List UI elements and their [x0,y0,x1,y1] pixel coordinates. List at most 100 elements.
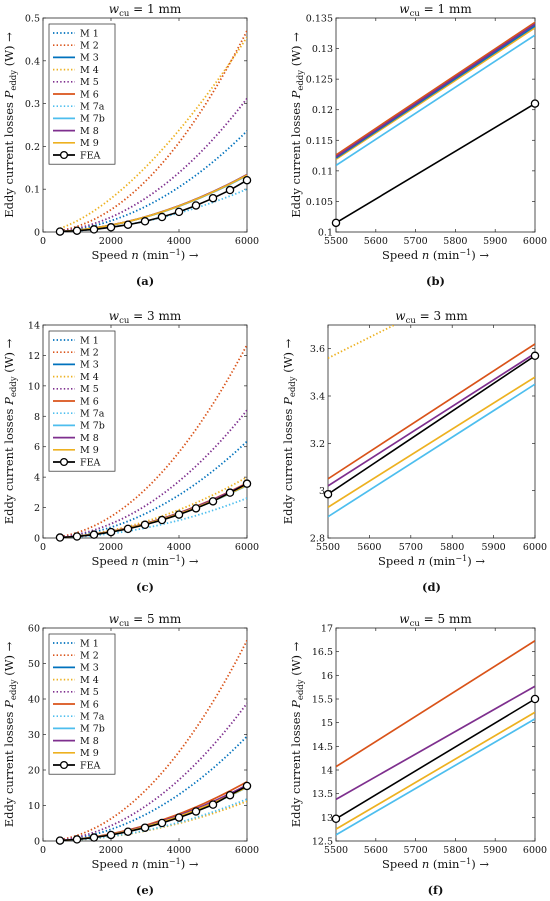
series-fea-marker [157,212,167,222]
legend-label: M 6 [80,699,99,710]
panel-caption: (e) [136,883,154,897]
y-tick-label: 3.2 [310,439,325,450]
series-m7b-line [336,718,535,836]
series-fea-marker [89,833,99,842]
legend-label: M 1 [80,335,99,346]
legend-label: M 8 [80,736,99,747]
x-tick-label: 5500 [324,236,348,247]
legend-label: M 3 [80,53,99,64]
y-tick-label: 0.4 [25,56,40,67]
legend-label: M 5 [80,77,99,88]
legend-label: M 8 [80,433,99,444]
series-m3-line [336,25,535,159]
x-tick-label: 5500 [316,542,340,553]
y-axis-label: Eddy current losses Peddy (W) → [289,32,306,218]
series-m1-line [59,440,247,538]
x-tick-label: 5900 [483,236,507,247]
series-fea-marker [225,185,235,195]
series-fea-marker [225,790,235,800]
legend-marker [59,457,69,467]
x-tick-label: 5800 [443,845,467,856]
legend-label: M 6 [80,89,99,100]
y-tick-label: 15.5 [312,695,333,706]
axes-box [335,627,536,842]
x-tick-label: 5600 [364,236,388,247]
series-m1-line [59,130,247,232]
series-fea-marker [106,527,116,537]
y-tick-label: 0.125 [306,75,333,86]
series-m8-line [336,685,535,801]
series-fea-marker [174,510,184,519]
legend-label: M 4 [80,65,99,76]
series-fea-marker [331,814,341,824]
x-tick-label: 0 [40,236,46,247]
y-tick-label: 10 [28,381,40,392]
svg-text:Eddy current losses Peddy (W): Eddy current losses Peddy (W) → [289,32,306,218]
legend-marker [59,150,69,160]
x-tick-label: 5800 [443,236,467,247]
legend-label: M 8 [80,126,99,137]
series-fea-marker [225,488,235,497]
legend-label: M 9 [80,138,99,149]
series-fea-marker [72,226,82,235]
legend-label: M 6 [80,396,99,407]
axes-box [327,324,536,539]
x-tick-label: 4000 [167,236,191,247]
y-tick-label: 6 [34,442,40,453]
series-fea-marker [106,830,116,840]
y-tick-label: 14 [321,766,333,777]
x-tick-label: 5700 [404,236,428,247]
series-fea-marker [191,504,201,513]
x-tick-label: 5900 [482,542,506,553]
series-fea-marker [530,694,540,704]
y-tick-label: 0.2 [25,142,40,153]
chart-title: wcu = 5 mm [109,612,182,629]
y-axis-label: Eddy current losses Peddy (W) → [2,641,19,827]
panel-caption: (a) [136,274,154,288]
series-fea-marker [191,807,201,816]
y-tick-label: 12.5 [312,837,333,848]
y-tick-label: 0.5 [25,14,40,25]
x-tick-label: 0 [40,542,46,553]
series-fea-marker [106,223,116,232]
series-m8-line [328,352,535,487]
y-tick-label: 13.5 [312,789,333,800]
x-tick-label: 5800 [440,542,464,553]
series-m7a-line [59,798,247,841]
chart-panel-e: 0 2000 4000 6000 0 10 20 30 40 50 60 wcu = 5 mm Spee… [2,612,259,897]
series-fea-marker [89,225,99,234]
legend-label: M 2 [80,348,99,359]
y-tick-label: 16.5 [312,647,333,658]
y-tick-label: 0.115 [306,136,333,147]
series-fea-marker [331,218,341,228]
series-fea-marker [174,813,184,822]
y-tick-label: 40 [28,695,40,706]
series-fea-marker [242,175,252,185]
series-fea-marker [242,781,252,791]
y-tick-label: 0 [34,534,40,545]
series-fea-marker [72,532,82,541]
legend-label: M 5 [80,687,99,698]
panel-caption: (f) [428,883,444,897]
legend-label: FEA [80,150,101,161]
legend-label: M 1 [80,638,99,649]
y-tick-label: 2 [34,503,40,514]
legend-label: FEA [80,760,101,771]
y-tick-label: 0.105 [306,197,333,208]
legend-label: M 7b [80,114,105,125]
y-tick-label: 13 [321,813,333,824]
x-tick-label: 6000 [235,236,259,247]
y-tick-label: 14.5 [312,742,333,753]
series-m9-line [336,711,535,830]
chart-panel-d: 5500 5600 5700 5800 5900 6000 2.8 3 3.2 3.4 3.6 wcu… [281,309,547,594]
y-tick-label: 2.8 [310,534,325,545]
y-axis-label: Eddy current losses Peddy (W) → [281,338,298,524]
y-tick-label: 30 [28,730,40,741]
y-tick-label: 0 [34,228,40,239]
y-tick-label: 0.12 [312,105,333,116]
series-fea-marker [123,827,133,836]
x-axis-label: Speed n (min−1) → [91,857,198,871]
x-tick-label: 5600 [364,845,388,856]
y-tick-label: 0.135 [306,14,333,25]
